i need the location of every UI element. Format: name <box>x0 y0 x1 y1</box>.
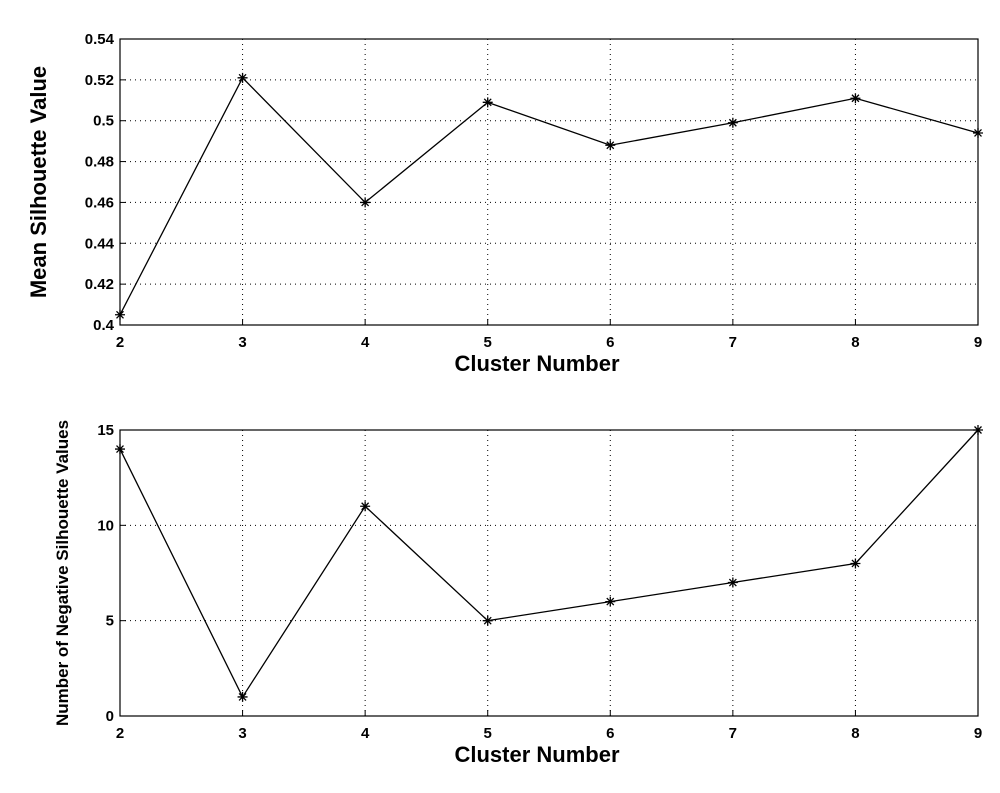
marker <box>727 117 738 128</box>
marker <box>115 444 125 455</box>
marker <box>605 596 616 607</box>
x-tick-label: 4 <box>361 725 370 742</box>
marker <box>482 97 493 108</box>
x-tick-label: 6 <box>606 334 614 351</box>
series-line <box>119 429 979 699</box>
y-axis-label: Number of Negative Silhouette Values <box>53 420 72 726</box>
x-tick-label: 9 <box>974 725 982 742</box>
x-tick-label: 9 <box>974 334 982 351</box>
marker <box>850 93 861 104</box>
marker <box>115 309 125 320</box>
marker <box>360 501 371 512</box>
y-tick-label: 0.48 <box>85 154 114 171</box>
y-tick-label: 0.46 <box>85 194 114 211</box>
x-tick-label: 8 <box>851 334 859 351</box>
marker <box>727 577 738 588</box>
series-line <box>119 76 979 316</box>
marker <box>973 425 983 435</box>
marker <box>605 140 616 151</box>
marker <box>850 558 861 569</box>
y-tick-label: 5 <box>106 613 114 630</box>
y-tick-label: 0.54 <box>85 31 115 48</box>
marker <box>973 127 983 138</box>
x-tick-label: 4 <box>361 334 370 351</box>
axes-box <box>119 38 979 326</box>
marker <box>482 615 493 626</box>
x-tick-label: 3 <box>238 334 246 351</box>
axes-box <box>119 429 979 717</box>
y-tick-label: 0.52 <box>85 72 114 89</box>
marker <box>360 197 371 208</box>
x-tick-label: 2 <box>116 725 124 742</box>
y-tick-label: 0.42 <box>85 276 114 293</box>
x-tick-label: 3 <box>238 725 246 742</box>
x-tick-label: 5 <box>484 725 492 742</box>
y-axis-label: Mean Silhouette Value <box>26 66 51 298</box>
x-tick-label: 6 <box>606 725 614 742</box>
x-axis-label: Cluster Number <box>454 351 619 376</box>
x-tick-label: 5 <box>484 334 492 351</box>
marker <box>237 72 248 83</box>
x-axis-label: Cluster Number <box>454 742 619 767</box>
x-tick-label: 7 <box>729 725 737 742</box>
x-tick-label: 7 <box>729 334 737 351</box>
y-tick-label: 10 <box>97 517 114 534</box>
y-tick-label: 0.5 <box>93 113 114 130</box>
y-tick-label: 0 <box>106 708 114 725</box>
marker <box>237 691 248 702</box>
y-tick-label: 15 <box>97 422 114 439</box>
y-tick-label: 0.44 <box>85 235 115 252</box>
y-tick-label: 0.4 <box>93 317 115 334</box>
x-tick-label: 8 <box>851 725 859 742</box>
x-tick-label: 2 <box>116 334 124 351</box>
